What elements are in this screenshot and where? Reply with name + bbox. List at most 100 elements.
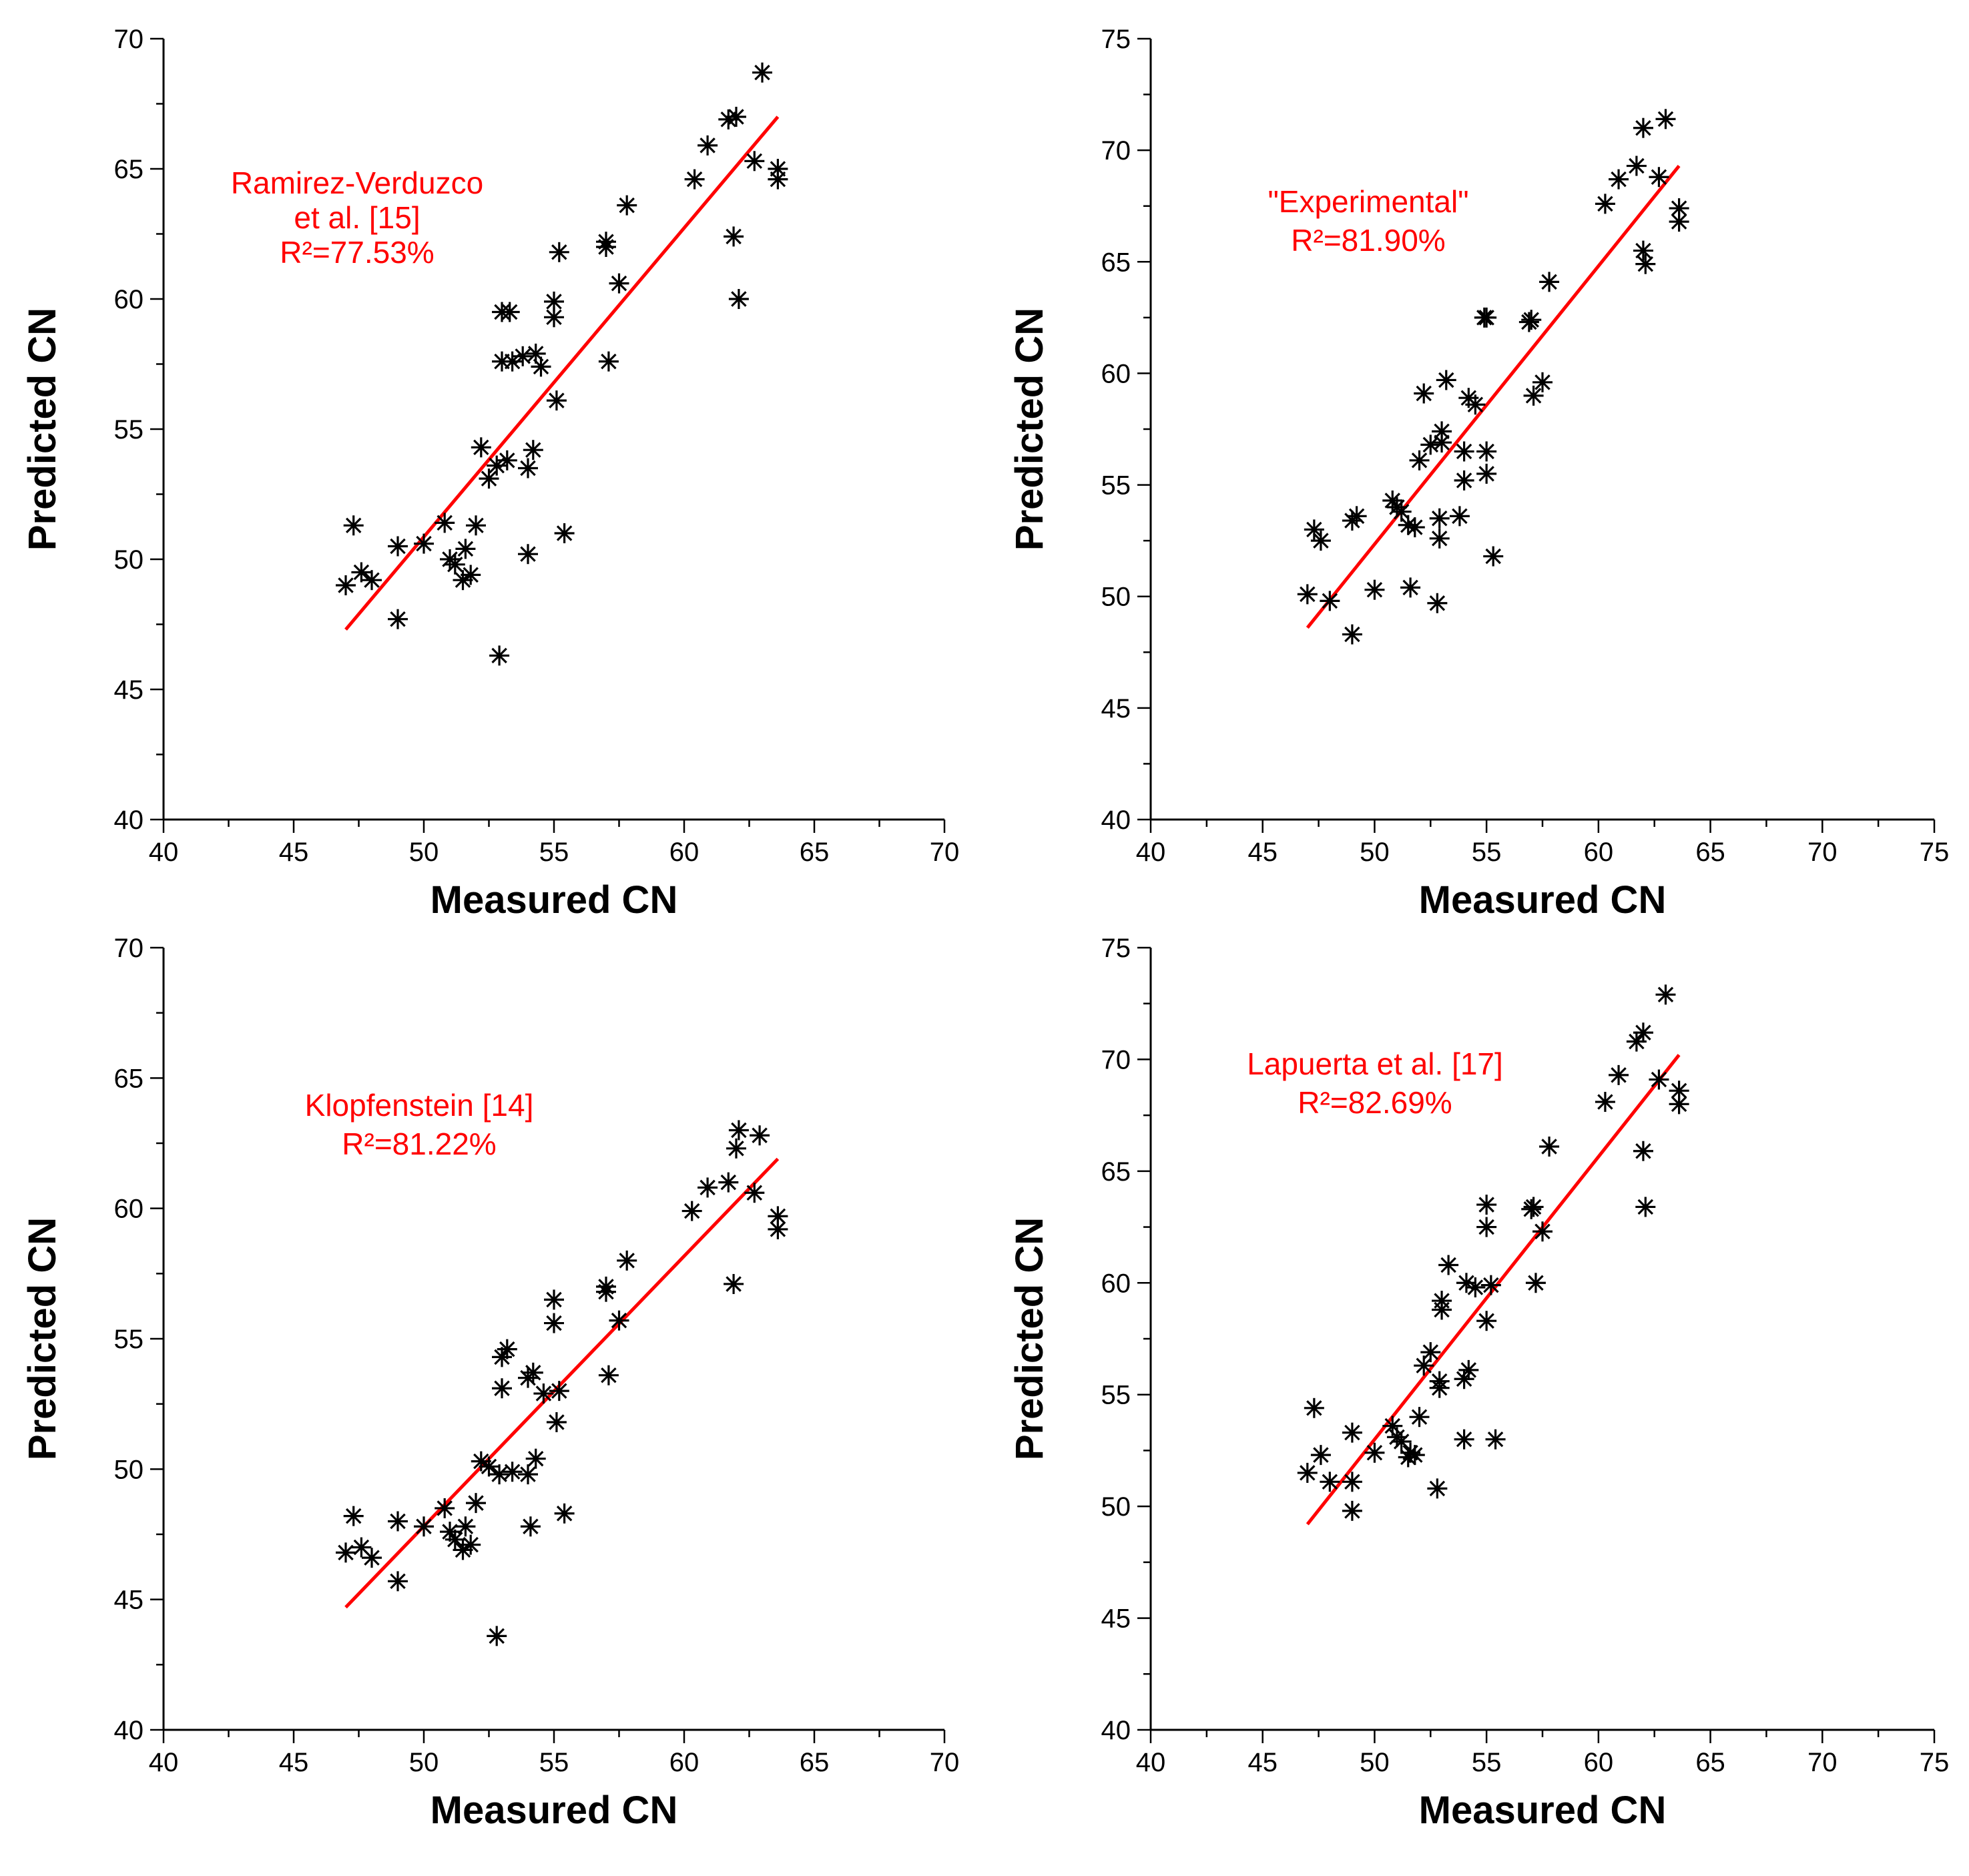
data-point (1465, 1277, 1486, 1297)
annotation-line: Klopfenstein [14] (305, 1088, 534, 1123)
data-point (724, 226, 744, 247)
x-axis-title: Measured CN (1419, 878, 1667, 922)
x-tick-label: 45 (1247, 838, 1278, 867)
data-point (1476, 1195, 1497, 1215)
data-point (549, 242, 569, 262)
data-point (1523, 385, 1544, 406)
data-point (1633, 117, 1653, 138)
data-point (1364, 1442, 1385, 1463)
data-point (1436, 370, 1456, 390)
data-point (1655, 109, 1676, 129)
data-point (1346, 506, 1367, 527)
data-point (1539, 272, 1560, 292)
y-tick-label: 60 (114, 1195, 144, 1224)
data-point (598, 1365, 619, 1385)
data-point (1310, 531, 1331, 551)
data-point (1525, 1273, 1546, 1293)
y-tick-label: 40 (1101, 806, 1131, 835)
x-tick-label: 60 (669, 838, 699, 867)
data-point (1454, 1429, 1474, 1450)
data-point (1429, 508, 1450, 529)
x-tick-label: 70 (1807, 838, 1838, 867)
regression-line (1306, 1054, 1681, 1526)
data-point (684, 169, 705, 190)
data-point (1669, 198, 1689, 219)
data-point (1320, 591, 1340, 611)
data-point (609, 1310, 629, 1331)
data-point (1454, 441, 1474, 462)
data-point (489, 1464, 510, 1485)
y-tick-label: 45 (114, 1586, 144, 1615)
data-point (1342, 1472, 1362, 1492)
data-point (1304, 519, 1324, 540)
data-point (525, 1448, 546, 1469)
x-tick-label: 40 (149, 1748, 179, 1777)
data-point (697, 1177, 718, 1198)
data-point (531, 356, 551, 377)
data-point (492, 1378, 512, 1399)
data-point (520, 1516, 541, 1537)
x-tick-label: 50 (1360, 838, 1390, 867)
data-point (544, 307, 564, 328)
data-point (471, 437, 491, 458)
annotation-line: R²=81.90% (1291, 223, 1445, 258)
data-point (1476, 441, 1497, 462)
data-point (1669, 1094, 1689, 1115)
data-point (1320, 1472, 1340, 1492)
data-point (1342, 624, 1362, 645)
data-point (414, 1516, 434, 1537)
data-point (1404, 517, 1425, 538)
annotation-line: et al. [15] (294, 200, 420, 235)
data-point (1635, 1197, 1656, 1217)
data-point (487, 455, 507, 476)
y-tick-label: 70 (1101, 1045, 1131, 1074)
data-point (546, 1412, 567, 1433)
data-point (362, 570, 382, 591)
data-point (768, 169, 788, 190)
data-point (1342, 1500, 1362, 1521)
y-tick-label: 40 (114, 1716, 144, 1745)
data-point (479, 1456, 499, 1477)
data-point (523, 1362, 543, 1383)
y-tick-label: 70 (114, 934, 144, 963)
annotation-line: "Experimental" (1268, 184, 1468, 219)
data-point (1669, 212, 1689, 232)
data-point (1532, 1221, 1553, 1242)
data-point (1633, 240, 1653, 261)
x-tick-label: 40 (149, 838, 179, 867)
data-point (1429, 528, 1450, 549)
data-point (1476, 463, 1497, 484)
data-point (1427, 593, 1448, 613)
data-point (1485, 1429, 1506, 1450)
data-point (617, 1250, 637, 1271)
data-point (681, 1201, 702, 1221)
y-tick-label: 50 (114, 545, 144, 575)
data-point (1476, 1217, 1497, 1237)
data-point (1432, 1299, 1452, 1320)
data-point (544, 1289, 564, 1310)
data-point (445, 554, 465, 575)
data-point (718, 1172, 739, 1193)
data-point (1649, 1069, 1669, 1090)
regression-line (344, 1157, 780, 1609)
annotation-line: R²=82.69% (1298, 1085, 1452, 1120)
data-point (388, 1511, 408, 1532)
chart-panel-experimental: 40 45 50 55 60 65 70 75 40 45 50 55 60 65 70 75 Measured… (1008, 25, 1949, 922)
data-point (1342, 1422, 1362, 1443)
data-point (1438, 1255, 1459, 1275)
data-point (1669, 1080, 1689, 1101)
data-point (1626, 155, 1647, 176)
x-tick-label: 50 (1360, 1748, 1390, 1777)
data-point (1400, 577, 1421, 598)
data-point (343, 1506, 364, 1526)
data-point (1297, 584, 1318, 605)
data-point (445, 1529, 465, 1550)
data-point (1429, 1377, 1450, 1398)
data-point (362, 1548, 382, 1568)
x-tick-label: 55 (1472, 838, 1502, 867)
data-point (1523, 1197, 1544, 1217)
x-tick-label: 60 (1584, 838, 1614, 867)
data-point (1595, 194, 1615, 214)
y-tick-label: 50 (114, 1455, 144, 1484)
data-point (609, 273, 629, 294)
